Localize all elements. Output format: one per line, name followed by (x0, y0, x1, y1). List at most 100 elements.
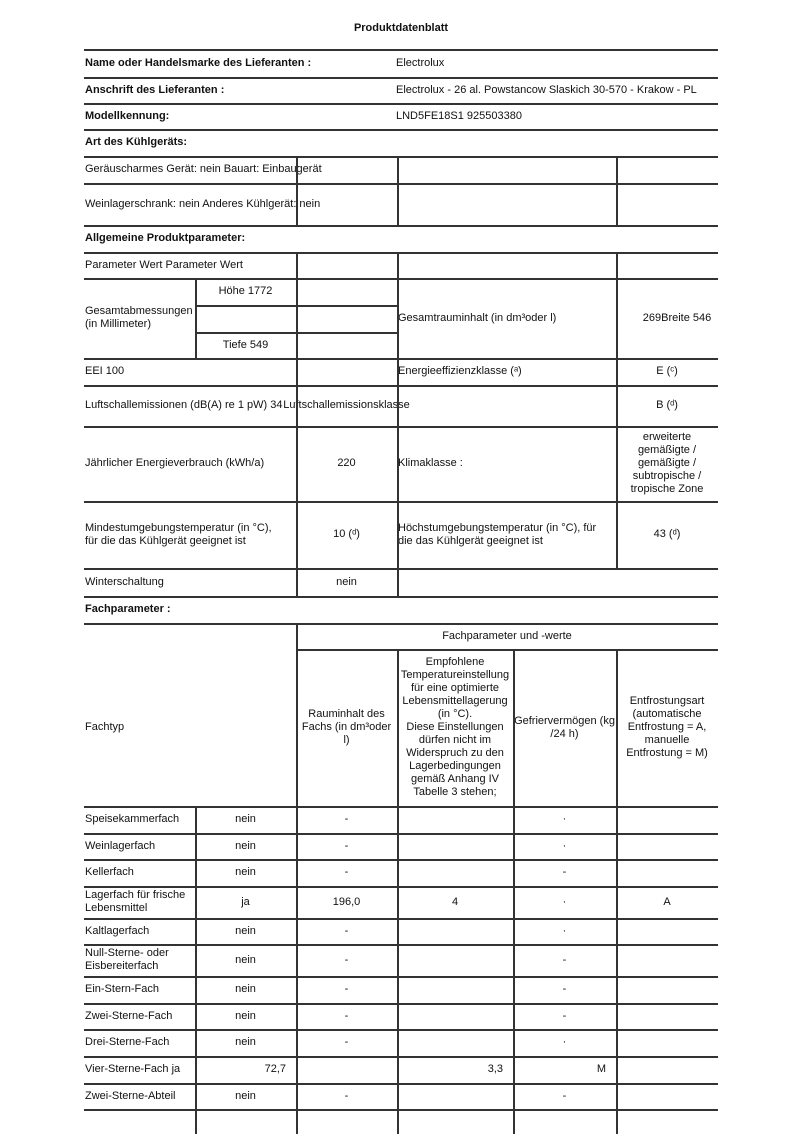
climate-class-value: erweiterte gemäßigte / gemäßigte / subtr… (616, 426, 718, 501)
compartment-available: nein (195, 833, 296, 859)
compartment-name: Vier-Sterne-Fach ja (84, 1056, 195, 1083)
supplier-address-value-text: Electrolux - 26 al. Powstancow Slaskich … (396, 83, 697, 96)
compartment-volume-text: - (344, 1036, 349, 1048)
energy-class-label: Energieeffizienzklasse (ᵃ) (397, 358, 616, 385)
compartment-volume (296, 1056, 397, 1083)
compartments-group-header: Fachparameter und -werte (296, 623, 718, 649)
compartment-volume-text: - (344, 839, 349, 852)
compartment-column-header: Gefriervermögen (kg /24 h) (513, 649, 616, 806)
compartment-temperature-text: 4 (451, 895, 459, 908)
compartment-type-header-text: Fachtyp (85, 721, 125, 733)
annual-consumption-label-text: Jährlicher Energieverbrauch (kWh/a) (85, 457, 265, 469)
compartment-available-text: nein (235, 1009, 256, 1022)
noise-class-label-text: Luftschallemissionsklasse (283, 399, 410, 411)
table-divider (84, 918, 718, 920)
table-divider (84, 944, 718, 946)
column-divider (296, 252, 298, 596)
compartment-volume-text: - (344, 813, 349, 825)
model-label: Modellkennung: (84, 103, 718, 129)
compartment-name-text: Vier-Sterne-Fach ja (85, 1063, 181, 1075)
model-value-text: LND5FE18S1 925503380 (396, 109, 522, 122)
compartment-column-header-text: Empfohlene Temperatureinstellung für ein… (400, 656, 510, 798)
general-heading: Allgemeine Produktparameter: (84, 225, 718, 252)
appliance-type-heading-text: Art des Kühlgeräts: (85, 136, 188, 148)
table-divider (84, 501, 718, 503)
compartment-volume-text: - (344, 1009, 349, 1022)
compartments-heading: Fachparameter : (84, 596, 718, 623)
compartment-defrost (616, 833, 718, 859)
compartment-volume: - (296, 976, 397, 1003)
general-heading-text: Allgemeine Produktparameter: (85, 232, 246, 244)
compartment-name-text: Zwei-Sterne-Fach (85, 1009, 173, 1022)
compartment-freezing: - (513, 976, 616, 1003)
table-divider (84, 1109, 718, 1111)
table-divider (84, 102, 718, 104)
compartment-volume-text: - (344, 924, 349, 937)
compartment-column-header: Entfrostungsart (automatische Entfrostun… (616, 649, 718, 806)
compartment-temperature (397, 1083, 513, 1109)
compartment-temperature: 4 (397, 886, 513, 918)
max-temp-label-text: Höchstumgebungstemperatur (in °C), für d… (398, 521, 597, 547)
total-volume-label: Gesamtrauminhalt (in dm³oder l) (397, 278, 616, 358)
compartment-available-text: nein (235, 1089, 256, 1102)
compartments-group-header-text: Fachparameter und -werte (442, 629, 572, 642)
model-label-text: Modellkennung: (85, 109, 170, 122)
compartment-available: nein (195, 918, 296, 944)
compartment-freezing-text: · (562, 839, 567, 852)
compartment-name-text: Kellerfach (85, 866, 134, 878)
compartment-name: Drei-Sterne-Fach (84, 1029, 195, 1056)
table-divider (84, 49, 718, 51)
compartment-freezing-text: - (562, 1089, 567, 1102)
compartment-freezing-text: M (596, 1063, 606, 1075)
compartment-name: Weinlagerfach (84, 833, 195, 859)
column-divider (513, 649, 515, 1134)
compartment-freezing-text: · (562, 895, 567, 908)
compartment-name: Null-Sterne- oder Eisbereiterfach (84, 944, 195, 976)
table-divider (84, 183, 718, 185)
annual-consumption-value: 220 (296, 426, 397, 501)
compartment-column-header-text: Entfrostungsart (automatische Entfrostun… (626, 695, 708, 759)
compartment-volume: - (296, 859, 397, 886)
compartment-freezing-text: - (562, 983, 567, 995)
compartment-volume: - (296, 806, 397, 833)
table-divider (84, 976, 718, 978)
annual-consumption-value-text: 220 (337, 457, 356, 469)
compartment-name: Speisekammerfach (84, 806, 195, 833)
compartment-type-header: Fachtyp (84, 649, 296, 806)
compartment-name: Ein-Stern-Fach (84, 976, 195, 1003)
appliance-type-row: Geräuscharmes Gerät: nein Bauart: Einbau… (84, 156, 400, 183)
column-divider (616, 649, 618, 1134)
compartment-temperature (397, 806, 513, 833)
column-divider (616, 156, 618, 225)
compartment-freezing: · (513, 1029, 616, 1056)
compartment-name-text: Speisekammerfach (85, 813, 180, 825)
compartment-defrost (616, 1003, 718, 1029)
annual-consumption-label: Jährlicher Energieverbrauch (kWh/a) (84, 426, 296, 501)
compartment-freezing-text: - (562, 953, 567, 966)
compartment-name-text: Zwei-Sterne-Abteil (85, 1089, 176, 1102)
compartment-temperature (397, 976, 513, 1003)
table-divider (84, 568, 718, 570)
compartment-available-text: nein (235, 983, 256, 995)
model-value: LND5FE18S1 925503380 (395, 103, 718, 129)
compartment-name: Lagerfach für frische Lebensmittel (84, 886, 195, 918)
compartment-volume: - (296, 1083, 397, 1109)
max-temp-value-text: 43 (ᵈ) (653, 528, 681, 540)
climate-class-label: Klimaklasse : (397, 426, 616, 501)
max-temp-value: 43 (ᵈ) (616, 501, 718, 568)
compartment-available-text: 72,7 (264, 1063, 286, 1075)
compartment-temperature: 3,3 (397, 1056, 513, 1083)
compartment-name-text: Kaltlagerfach (85, 924, 150, 937)
general-header-row-text: Parameter Wert Parameter Wert (85, 258, 243, 271)
compartment-temperature (397, 944, 513, 976)
compartment-freezing-text: · (562, 1036, 567, 1048)
page-title: Produktdatenblatt (84, 14, 718, 42)
total-volume-value: 269Breite 546 (616, 278, 738, 358)
compartment-available: nein (195, 859, 296, 886)
total-volume-label-text: Gesamtrauminhalt (in dm³oder l) (398, 311, 557, 324)
supplier-name-label: Name oder Handelsmarke des Lieferanten : (84, 49, 718, 77)
table-divider (84, 77, 718, 79)
compartment-available: nein (195, 806, 296, 833)
column-divider (397, 156, 399, 225)
table-divider (84, 156, 718, 158)
